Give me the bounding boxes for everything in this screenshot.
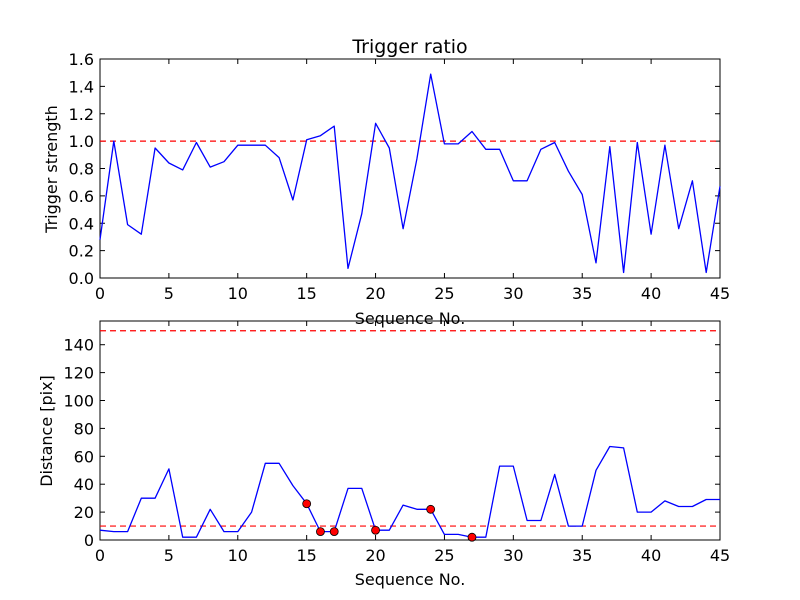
x-tick-label: 25 [434,546,454,565]
x-tick-label: 10 [228,284,248,303]
y-tick-label: 140 [63,336,94,355]
trigger-marker [329,527,339,537]
trigger-ratio-plot: Trigger ratio Sequence No. Trigger stren… [42,36,730,328]
x-tick-label: 20 [365,546,385,565]
trigger-ratio-title: Trigger ratio [351,36,467,58]
y-tick-label: 60 [74,447,94,466]
trigger-marker [426,504,436,514]
y-tick-label: 1.6 [69,50,94,69]
x-tick-label: 15 [296,284,316,303]
x-tick-label: 5 [164,284,174,303]
series-line [99,445,720,538]
x-tick-label: 40 [641,284,661,303]
x-tick-label: 45 [710,546,730,565]
y-tick-label: 1.0 [69,132,94,151]
x-tick-label: 35 [572,546,592,565]
trigger-ratio-xlabel: Sequence No. [355,309,466,328]
x-tick-label: 30 [503,546,523,565]
trigger-marker [302,499,312,509]
y-tick-label: 20 [74,503,94,522]
x-tick-label: 30 [503,284,523,303]
y-tick-label: 100 [63,392,94,411]
trigger-marker [316,527,325,537]
y-tick-label: 120 [63,364,94,383]
y-tick-label: 80 [74,419,94,438]
trigger-marker [467,532,477,542]
x-tick-label: 5 [164,546,174,565]
x-tick-label: 0 [95,546,105,565]
y-tick-label: 0 [84,531,94,550]
y-tick-label: 40 [74,475,94,494]
distance-ylabel: Distance [pix] [37,375,56,487]
distance-plot: Sequence No. Distance [pix] 0 5 10 15 20 25 30… [37,320,730,589]
y-tick-label: 1.2 [69,105,94,124]
series-line [99,73,721,274]
y-tick-label: 0.8 [69,160,94,179]
x-tick-label: 25 [434,284,454,303]
x-tick-label: 20 [365,284,385,303]
trigger-marker [371,525,380,535]
x-tick-label: 0 [95,284,105,303]
distance-xlabel: Sequence No. [355,570,466,589]
x-tick-label: 15 [296,546,316,565]
x-tick-label: 35 [572,284,592,303]
y-tick-label: 0.0 [69,269,94,288]
x-tick-label: 40 [641,546,661,565]
y-tick-label: 1.4 [69,77,94,96]
y-tick-label: 0.4 [69,214,94,233]
x-tick-label: 10 [228,546,248,565]
y-tick-label: 0.6 [69,187,94,206]
y-tick-label: 0.2 [69,242,94,261]
x-tick-label: 45 [710,284,730,303]
trigger-ratio-ylabel: Trigger strength [42,105,61,234]
plot-frame-1 [99,320,721,541]
